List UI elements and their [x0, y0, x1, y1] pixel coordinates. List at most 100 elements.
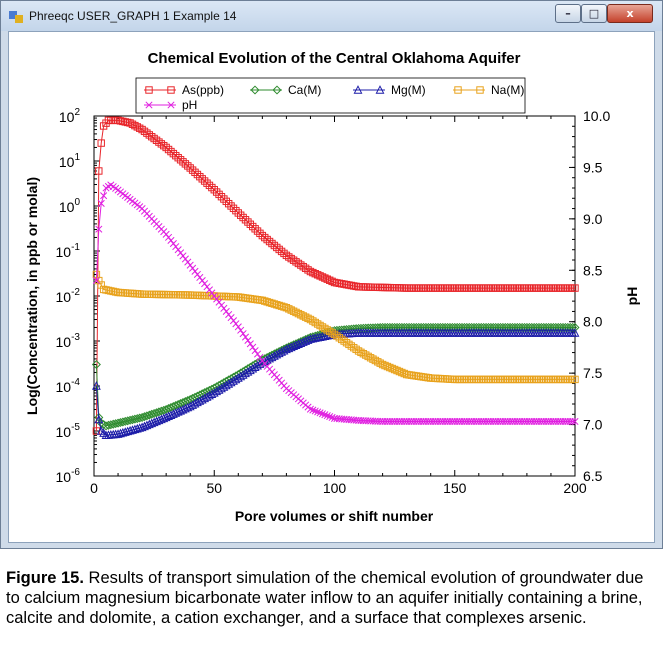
window-title: Phreeqc USER_GRAPH 1 Example 14 — [29, 9, 237, 23]
data-point — [172, 151, 180, 160]
x-axis-label: Pore volumes or shift number — [235, 508, 434, 524]
data-point — [164, 145, 173, 154]
data-point — [376, 359, 384, 367]
minimize-button[interactable]: – — [555, 4, 581, 23]
data-point — [398, 368, 406, 377]
data-point — [316, 409, 324, 417]
data-point — [390, 365, 399, 374]
data-point — [261, 297, 269, 305]
data-point — [193, 170, 202, 179]
data-point — [268, 239, 276, 248]
data-point — [91, 381, 101, 390]
x-tick-label: 200 — [563, 480, 587, 496]
legend-marker — [167, 86, 175, 94]
data-point — [174, 154, 182, 162]
data-point — [119, 117, 127, 126]
data-point — [217, 192, 226, 201]
y-tick-label: 10-6 — [56, 467, 81, 485]
data-point — [378, 360, 387, 369]
maximize-button[interactable]: □ — [581, 4, 607, 23]
data-point — [160, 141, 168, 150]
data-point — [97, 281, 105, 289]
data-point — [386, 363, 394, 372]
data-point — [224, 199, 233, 208]
data-point — [275, 301, 283, 310]
data-point — [251, 347, 259, 355]
y-tick-label: 102 — [59, 107, 81, 125]
y-tick-label: 10-2 — [56, 287, 81, 305]
data-point — [121, 118, 129, 126]
data-point — [289, 307, 298, 315]
data-point — [120, 416, 130, 426]
legend-marker — [145, 86, 153, 94]
y-tick-base: 10 — [59, 199, 75, 215]
data-point — [253, 227, 262, 235]
y-tick-exponent: -1 — [71, 242, 80, 253]
close-button[interactable]: x — [607, 4, 653, 23]
data-point — [251, 225, 259, 233]
x-tick-label: 150 — [443, 480, 467, 496]
series-line — [95, 184, 575, 422]
legend-marker — [145, 101, 153, 109]
data-point — [325, 276, 334, 284]
legend-marker — [476, 86, 484, 94]
data-point — [103, 420, 113, 430]
data-point — [270, 241, 279, 250]
chart: Chemical Evolution of the Central Oklaho… — [24, 50, 640, 524]
data-point — [287, 306, 295, 314]
legend-entry: pH — [144, 98, 197, 112]
data-point — [139, 412, 150, 422]
data-point — [277, 247, 286, 256]
y2-tick-label: 7.0 — [583, 417, 603, 433]
data-point — [383, 362, 392, 371]
y2-tick-label: 9.5 — [583, 159, 603, 175]
caption-label: Figure 15. — [6, 569, 84, 587]
legend-marker — [272, 85, 282, 95]
x-tick-label: 100 — [323, 480, 347, 496]
y-tick-base: 10 — [59, 109, 75, 125]
data-point — [265, 237, 274, 246]
title-bar[interactable]: Phreeqc USER_GRAPH 1 Example 14 – □ x — [1, 1, 662, 31]
data-point — [316, 272, 324, 280]
data-point — [94, 414, 104, 424]
data-point — [237, 326, 245, 334]
data-point — [132, 414, 142, 424]
data-point — [318, 410, 327, 418]
data-point — [191, 168, 199, 177]
y-tick-base: 10 — [59, 154, 75, 170]
data-point — [186, 164, 194, 172]
data-point — [282, 303, 291, 312]
data-point — [285, 305, 293, 313]
data-point — [215, 190, 223, 199]
y-tick-label: 101 — [59, 152, 81, 170]
y2-tick-label: 7.5 — [583, 365, 603, 381]
y-tick-exponent: -2 — [71, 287, 80, 298]
data-point — [570, 322, 580, 332]
data-point — [381, 361, 389, 370]
series-0 — [92, 116, 579, 435]
legend-label: pH — [182, 98, 197, 112]
legend-entry: Ca(M) — [250, 83, 321, 97]
data-point — [99, 285, 108, 294]
data-point — [246, 340, 254, 348]
y-tick-label: 10-1 — [56, 242, 81, 260]
data-point — [246, 220, 255, 228]
data-point — [297, 311, 305, 319]
y2-tick-label: 8.0 — [583, 314, 603, 330]
data-point — [241, 333, 250, 341]
data-point — [200, 177, 209, 185]
data-point — [229, 204, 238, 213]
data-point — [299, 312, 307, 320]
data-point — [280, 303, 288, 311]
data-point — [135, 413, 145, 423]
data-point — [258, 296, 267, 305]
data-point — [203, 179, 211, 187]
data-point — [97, 139, 105, 147]
data-point — [311, 270, 319, 278]
y-tick-base: 10 — [56, 379, 72, 395]
legend-label: Ca(M) — [288, 83, 321, 97]
data-point — [388, 364, 396, 373]
data-point — [227, 202, 235, 210]
data-point — [571, 375, 579, 384]
y-tick-label: 10-5 — [56, 422, 81, 440]
